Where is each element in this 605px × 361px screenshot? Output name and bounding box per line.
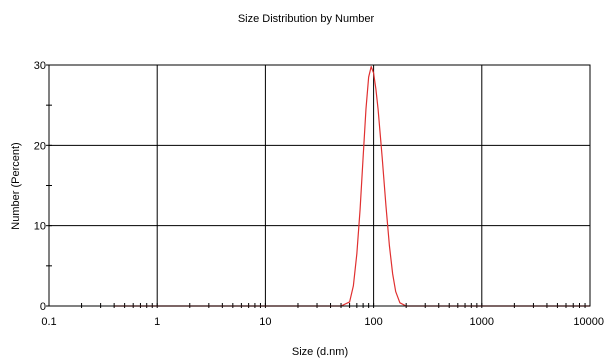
y-tick-label: 10	[34, 221, 46, 233]
x-tick-labels: 0.1 1 10 100 1000 10000	[41, 316, 604, 328]
series-line	[114, 66, 590, 307]
chart-title: Size Distribution by Number	[238, 13, 375, 25]
x-axis-label: Size (d.nm)	[292, 346, 348, 358]
x-tick-label: 100	[364, 316, 382, 328]
y-tick-labels: 0 10 20 30	[34, 60, 46, 313]
y-axis-label: Number (Percent)	[10, 142, 22, 229]
x-tick-label: 0.1	[41, 316, 56, 328]
x-tick-label: 10	[259, 316, 271, 328]
y-tick-label: 20	[34, 140, 46, 152]
y-tick-label: 0	[40, 301, 46, 313]
x-tick-label: 10000	[573, 316, 604, 328]
y-tick-label: 30	[34, 60, 46, 72]
x-tick-label: 1	[154, 316, 160, 328]
series-layer	[114, 66, 590, 307]
x-tick-label: 1000	[470, 316, 494, 328]
plot-frame	[48, 64, 591, 307]
grid	[46, 64, 591, 307]
